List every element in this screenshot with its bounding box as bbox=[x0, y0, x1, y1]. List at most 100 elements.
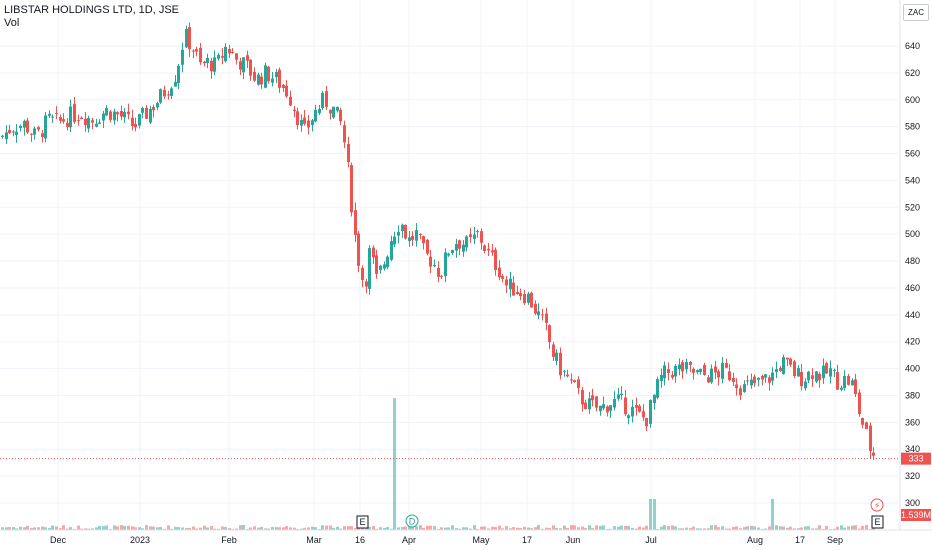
candle-body bbox=[480, 231, 483, 243]
volume-bar bbox=[627, 525, 630, 530]
y-tick-label: 360 bbox=[905, 417, 920, 427]
candle-body bbox=[383, 264, 386, 269]
candle-body bbox=[728, 371, 731, 381]
candle-body bbox=[314, 109, 317, 122]
candle-body bbox=[41, 133, 44, 137]
candle-body bbox=[23, 120, 26, 128]
currency-button[interactable]: ZAC bbox=[903, 4, 929, 21]
volume-bar bbox=[501, 528, 504, 530]
volume-bar bbox=[138, 527, 141, 530]
volume-bar bbox=[152, 526, 155, 530]
earnings-marker-1[interactable]: E bbox=[356, 515, 369, 529]
flash-icon[interactable]: ⚡ bbox=[870, 498, 884, 512]
earnings-marker-2[interactable]: E bbox=[871, 515, 884, 529]
volume-bar bbox=[113, 525, 116, 530]
candle-body bbox=[19, 125, 22, 129]
price-axis[interactable]: 300 320 340 360 380 400 420 440 460 480 500 520 540 5… bbox=[905, 41, 920, 508]
candle-body bbox=[415, 230, 418, 241]
candle-body bbox=[717, 371, 720, 378]
volume-bar bbox=[689, 528, 692, 530]
candle-body bbox=[541, 314, 544, 316]
candle-body bbox=[739, 388, 742, 396]
last-price-badge: 333 bbox=[901, 452, 931, 465]
volume-bar bbox=[703, 528, 706, 530]
volume-bar bbox=[123, 525, 126, 530]
candle-body bbox=[786, 357, 789, 360]
volume-bar bbox=[725, 528, 728, 530]
candle-body bbox=[249, 59, 252, 76]
volume-bar bbox=[55, 526, 58, 530]
volume-bar bbox=[177, 527, 180, 530]
candle-body bbox=[289, 96, 292, 106]
volume-bar bbox=[822, 528, 825, 530]
candle-body bbox=[354, 210, 357, 235]
volume-bar bbox=[87, 528, 90, 530]
volume-bar bbox=[357, 527, 360, 530]
y-tick-label: 480 bbox=[905, 256, 920, 266]
candle-body bbox=[509, 278, 512, 290]
candle-body bbox=[5, 132, 8, 140]
volume-bars bbox=[1, 398, 875, 530]
earnings-marker-2-label: E bbox=[874, 517, 880, 527]
time-axis[interactable]: Dec 2023 Feb Mar 16 Apr May 17 Jun Jul Aug 17 Sep bbox=[50, 535, 843, 545]
flash-marker-label: ⚡ bbox=[874, 501, 880, 511]
y-tick-label: 500 bbox=[905, 229, 920, 239]
candle-body bbox=[253, 72, 256, 81]
volume-bar bbox=[861, 525, 864, 530]
candle-body bbox=[167, 94, 170, 96]
x-tick-label: Dec bbox=[50, 535, 67, 545]
volume-bar bbox=[311, 526, 314, 530]
volume-bar bbox=[674, 526, 677, 530]
candle-body bbox=[685, 362, 688, 370]
candlesticks bbox=[1, 22, 875, 460]
candle-body bbox=[519, 293, 522, 297]
volume-bar bbox=[444, 527, 447, 530]
candle-body bbox=[185, 29, 188, 48]
candle-body bbox=[707, 377, 710, 383]
candle-body bbox=[872, 452, 875, 456]
candle-body bbox=[231, 52, 234, 54]
volume-bar bbox=[764, 528, 767, 530]
volume-bar bbox=[455, 528, 458, 530]
volume-bar bbox=[548, 528, 551, 530]
volume-bar bbox=[91, 528, 94, 530]
x-tick-label: Apr bbox=[402, 535, 416, 545]
volume-bar bbox=[228, 528, 231, 530]
volume-bar bbox=[473, 525, 476, 530]
candle-body bbox=[797, 368, 800, 377]
candle-body bbox=[865, 422, 868, 430]
candle-body bbox=[404, 224, 407, 239]
volume-bar bbox=[591, 528, 594, 530]
y-tick-label: 460 bbox=[905, 283, 920, 293]
candle-body bbox=[210, 60, 213, 72]
dividend-marker[interactable]: D bbox=[405, 514, 419, 528]
candle-body bbox=[465, 236, 468, 248]
candle-body bbox=[296, 111, 299, 126]
volume-bar bbox=[552, 525, 555, 530]
candle-body bbox=[73, 104, 76, 122]
candle-body bbox=[336, 106, 339, 111]
candle-body bbox=[818, 373, 821, 381]
volume-bar bbox=[833, 528, 836, 530]
volume-bar bbox=[307, 527, 310, 530]
volume-bar bbox=[386, 527, 389, 530]
volume-bar bbox=[264, 528, 267, 530]
volume-bar bbox=[131, 526, 134, 530]
volume-bar bbox=[15, 528, 18, 530]
candle-body bbox=[653, 394, 656, 404]
candle-body bbox=[743, 384, 746, 392]
volume-bar bbox=[732, 526, 735, 530]
candle-body bbox=[581, 390, 584, 405]
candle-body bbox=[447, 253, 450, 256]
candle-body bbox=[51, 116, 54, 118]
candle-body bbox=[645, 418, 648, 427]
volume-bar bbox=[109, 528, 112, 530]
candle-body bbox=[638, 405, 641, 412]
volume-bar bbox=[170, 528, 173, 530]
candle-body bbox=[487, 248, 490, 251]
candle-body bbox=[375, 255, 378, 274]
volume-bar bbox=[642, 527, 645, 530]
volume-bar bbox=[347, 526, 350, 530]
last-price-label: 333 bbox=[908, 454, 923, 464]
